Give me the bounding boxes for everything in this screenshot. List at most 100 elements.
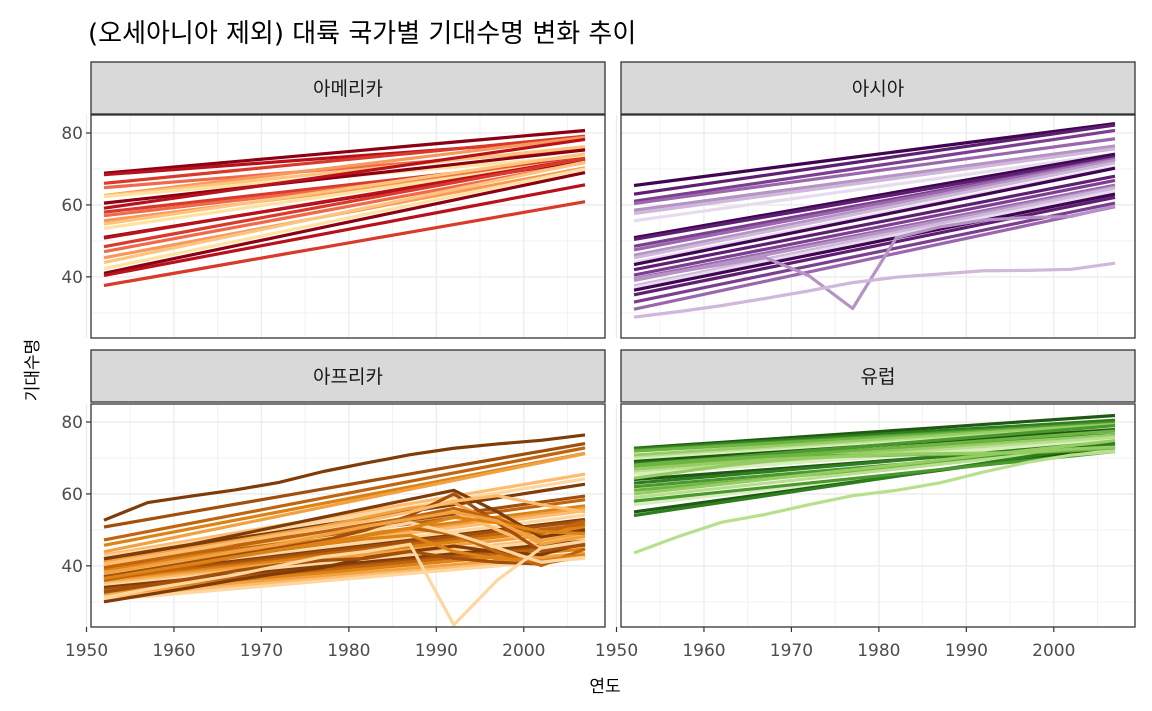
series-line <box>633 137 1116 206</box>
series-line <box>103 170 586 275</box>
x-tick-label: 1990 <box>415 641 458 661</box>
series-line <box>103 148 586 205</box>
facet-strip-label: 유럽 <box>861 366 896 388</box>
series-line <box>633 155 1116 242</box>
series-line <box>103 492 586 579</box>
series-line <box>103 137 586 210</box>
facet-strip <box>90 349 606 403</box>
series-line <box>633 418 1116 451</box>
series-line <box>103 539 586 627</box>
series-line <box>103 452 586 554</box>
series-line <box>103 167 586 271</box>
panel-border <box>90 403 606 628</box>
series-line <box>633 192 1116 292</box>
x-tick-label: 1980 <box>327 641 370 661</box>
series-line <box>633 152 1116 223</box>
x-tick-label: 1950 <box>65 641 108 661</box>
series-line <box>633 178 1116 277</box>
panel-border <box>620 403 1136 628</box>
series-line <box>103 446 586 542</box>
y-tick-label: 60 <box>61 196 83 216</box>
series-line <box>633 144 1116 212</box>
series-line <box>633 152 1116 240</box>
series-line <box>633 439 1116 496</box>
series-line <box>103 145 586 198</box>
series-line <box>633 128 1116 203</box>
x-axis-title: 연도 <box>589 677 620 697</box>
series-line <box>103 510 586 575</box>
series-line <box>103 156 586 214</box>
series-line <box>103 506 586 570</box>
series-line <box>633 205 1116 311</box>
facet-strip-label: 아메리카 <box>313 78 383 100</box>
y-axis-title: 기대수명 <box>23 339 43 402</box>
series-line <box>633 123 1116 196</box>
series-line <box>633 189 1116 290</box>
series-line <box>633 422 1116 457</box>
series-line <box>103 134 586 185</box>
series-line <box>103 529 586 584</box>
series-line <box>633 122 1116 188</box>
series-line <box>103 128 586 175</box>
series-line <box>633 441 1116 518</box>
series-line <box>103 488 586 561</box>
facet-panel-0: 아메리카 40 60 80 <box>61 61 606 339</box>
series-line <box>103 549 586 594</box>
series-line <box>633 183 1116 281</box>
y-tick-label: 40 <box>61 557 83 577</box>
panel-border <box>90 114 606 339</box>
series-line <box>103 152 586 226</box>
series-line <box>633 174 1116 272</box>
x-tick-label: 1950 <box>595 641 638 661</box>
facet-strip-label: 아시아 <box>852 78 904 100</box>
series-line <box>633 161 1116 260</box>
series-line <box>633 201 1116 304</box>
x-tick-label: 1990 <box>945 641 988 661</box>
series-line <box>103 472 586 557</box>
y-tick-label: 80 <box>61 413 83 433</box>
x-tick-label: 2000 <box>502 641 545 661</box>
panel-border <box>620 114 1136 339</box>
series-line <box>633 147 1116 216</box>
facet-strip <box>620 61 1136 115</box>
facet-strip <box>620 349 1136 403</box>
series-line <box>103 433 586 522</box>
x-tick-label: 1980 <box>857 641 900 661</box>
series-line <box>633 186 1116 288</box>
series-line <box>103 135 586 198</box>
series-line <box>633 261 1116 319</box>
facet-strip-label: 아프리카 <box>313 366 383 388</box>
series-line <box>103 547 586 595</box>
series-line <box>103 200 586 288</box>
x-tick-label: 2000 <box>1032 641 1075 661</box>
series-line <box>633 158 1116 257</box>
facet-panel-3: 유럽 1950 1960 1970 1980 1990 2000 <box>595 349 1136 661</box>
series-line <box>633 157 1116 252</box>
x-tick-label: 1970 <box>770 641 813 661</box>
series-line <box>103 556 586 602</box>
series-line <box>103 441 586 529</box>
facet-panel-1: 아시아 <box>615 61 1136 339</box>
series-line <box>633 433 1116 471</box>
facet-panel-2: 아프리카 40 60 80 1950 1960 1970 1980 1990 2000 <box>61 349 606 661</box>
y-tick-label: 80 <box>61 124 83 144</box>
chart-title: (오세아니아 제외) 대륙 국가별 기대수명 변화 추이 <box>88 19 636 49</box>
y-tick-label: 60 <box>61 485 83 505</box>
facet-strip <box>90 61 606 115</box>
series-line <box>103 494 586 566</box>
x-tick-label: 1960 <box>152 641 195 661</box>
series-line <box>633 449 1116 555</box>
series-line <box>633 195 1116 297</box>
x-tick-label: 1970 <box>240 641 283 661</box>
series-line <box>103 156 586 249</box>
series-line <box>633 204 1116 311</box>
series-line <box>633 166 1116 267</box>
series-line <box>103 541 586 604</box>
y-tick-label: 40 <box>61 268 83 288</box>
series-line <box>103 183 586 277</box>
x-tick-label: 1960 <box>682 641 725 661</box>
series-line <box>633 445 1116 480</box>
series-line <box>103 160 586 265</box>
